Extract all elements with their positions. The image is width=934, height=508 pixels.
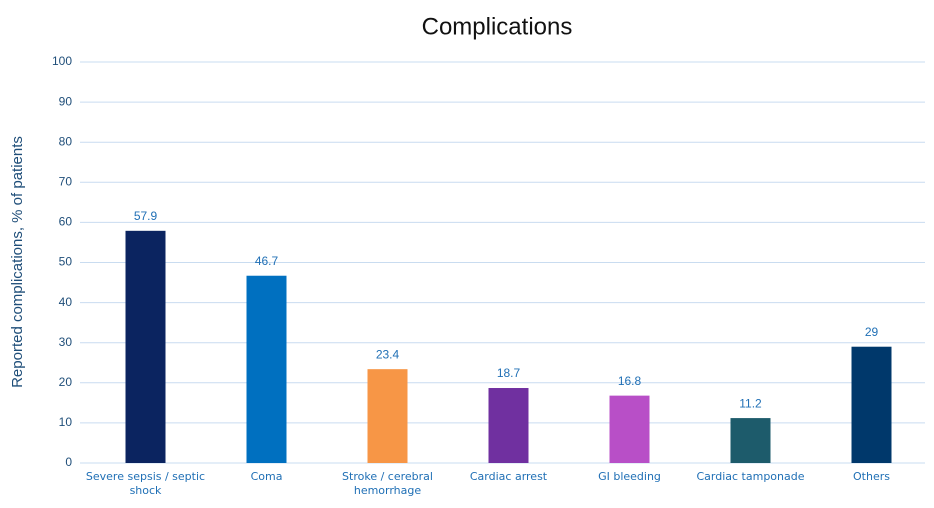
value-label: 46.7 <box>255 254 279 268</box>
x-tick-label-box: Stroke / cerebral hemorrhage <box>342 470 433 497</box>
x-tick-label-box: GI bleeding <box>598 470 661 483</box>
y-tick-label: 20 <box>59 375 73 389</box>
value-label: 11.2 <box>739 396 762 410</box>
bar <box>125 230 166 463</box>
value-label: 57.9 <box>134 209 158 223</box>
x-tick-label: Others <box>853 470 890 483</box>
x-tick-label: Cardiac arrest <box>469 470 548 483</box>
bar <box>609 395 650 463</box>
bar <box>488 388 529 463</box>
y-tick-label: 0 <box>65 455 72 469</box>
bar <box>851 346 892 463</box>
y-tick-label: 50 <box>59 255 73 269</box>
x-tick-label-box: Others <box>853 470 890 483</box>
y-tick-label: 100 <box>52 54 72 68</box>
y-tick-label: 90 <box>59 94 73 108</box>
x-tick-label-box: Severe sepsis / septic shock <box>85 470 206 497</box>
value-label: 29 <box>865 325 879 339</box>
y-tick-label: 80 <box>59 134 73 148</box>
bar <box>246 275 287 463</box>
x-tick-label: Coma <box>250 470 283 483</box>
bar <box>367 369 408 463</box>
y-tick-label: 70 <box>59 174 73 188</box>
y-axis-label: Reported complications, % of patients <box>9 136 26 388</box>
x-tick-label-box: Cardiac tamponade <box>696 470 805 483</box>
x-tick-label-box: Coma <box>250 470 283 483</box>
bar <box>730 418 771 463</box>
value-label: 18.7 <box>497 366 521 380</box>
value-label: 16.8 <box>618 374 642 388</box>
y-tick-label: 40 <box>59 295 73 309</box>
y-tick-label: 10 <box>59 415 73 429</box>
chart-title: Complications <box>422 13 573 40</box>
value-label: 23.4 <box>376 347 400 361</box>
x-tick-label-box: Cardiac arrest <box>469 470 548 483</box>
x-tick-label: GI bleeding <box>598 470 661 483</box>
x-tick-label: Cardiac tamponade <box>696 470 805 483</box>
x-tick-label: Stroke / cerebral hemorrhage <box>342 470 433 497</box>
y-tick-label: 30 <box>59 335 73 349</box>
y-tick-label: 60 <box>59 215 73 229</box>
x-tick-label: Severe sepsis / septic shock <box>85 470 206 497</box>
